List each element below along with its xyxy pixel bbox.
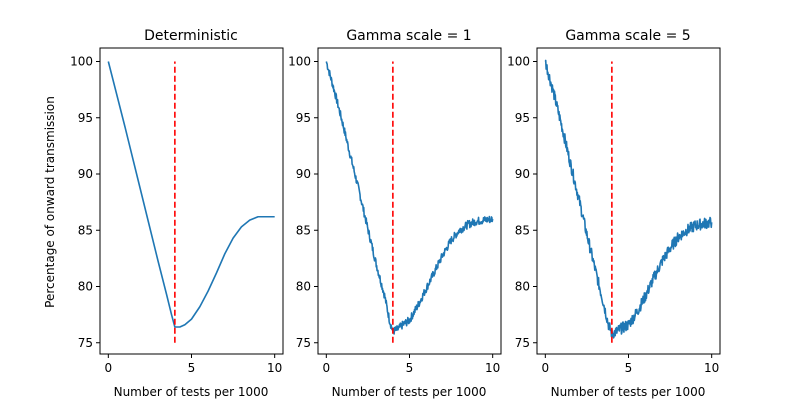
x-tick-label: 0 (322, 361, 330, 375)
panel-title: Deterministic (144, 28, 238, 44)
y-tick-label: 80 (296, 280, 311, 294)
y-tick-label: 75 (78, 336, 93, 350)
panel-deterministic: Deterministic Number of tests per 1000 P… (43, 28, 284, 399)
axes-frame (536, 47, 721, 355)
y-tick-label: 80 (78, 280, 93, 294)
axes-frame (99, 47, 284, 355)
y-tick-label: 100 (507, 55, 530, 69)
y-tick-label: 100 (288, 55, 311, 69)
x-tick-label: 10 (485, 361, 500, 375)
panel-gamma-scale-5: Gamma scale = 5 Number of tests per 1000… (507, 28, 721, 399)
series-line (544, 59, 713, 339)
y-tick-label: 80 (515, 280, 530, 294)
y-tick-label: 90 (78, 167, 93, 181)
y-tick-label: 75 (296, 336, 311, 350)
y-tick-label: 75 (515, 336, 530, 350)
y-axis-label: Percentage of onward transmission (43, 96, 57, 308)
y-tick-label: 95 (515, 111, 530, 125)
x-axis-label: Number of tests per 1000 (114, 385, 269, 399)
x-tick-label: 5 (188, 361, 196, 375)
y-tick-label: 90 (515, 167, 530, 181)
y-tick-label: 85 (515, 223, 530, 237)
y-tick-label: 95 (78, 111, 93, 125)
x-tick-label: 0 (541, 361, 549, 375)
panel-gamma-scale-1: Gamma scale = 1 Number of tests per 1000… (288, 28, 502, 399)
y-tick-label: 85 (296, 223, 311, 237)
x-axis-label: Number of tests per 1000 (551, 385, 706, 399)
plot-area: 0 5 10 75 80 85 90 95 100 (70, 55, 282, 376)
series-line (107, 61, 275, 328)
x-tick-label: 5 (625, 361, 633, 375)
x-tick-label: 10 (267, 361, 282, 375)
plot-area: 0 5 10 75 80 85 90 95 100 (288, 55, 500, 376)
panel-title: Gamma scale = 5 (565, 28, 690, 44)
y-tick-label: 90 (296, 167, 311, 181)
x-tick-label: 5 (406, 361, 414, 375)
panel-title: Gamma scale = 1 (346, 28, 471, 44)
y-tick-label: 100 (70, 55, 93, 69)
plot-area: 0 5 10 75 80 85 90 95 100 (507, 55, 719, 376)
axes-frame (317, 47, 502, 355)
y-tick-label: 85 (78, 223, 93, 237)
y-tick-label: 95 (296, 111, 311, 125)
series-line (325, 61, 494, 335)
x-axis-label: Number of tests per 1000 (332, 385, 487, 399)
x-tick-label: 0 (104, 361, 112, 375)
x-tick-label: 10 (704, 361, 719, 375)
